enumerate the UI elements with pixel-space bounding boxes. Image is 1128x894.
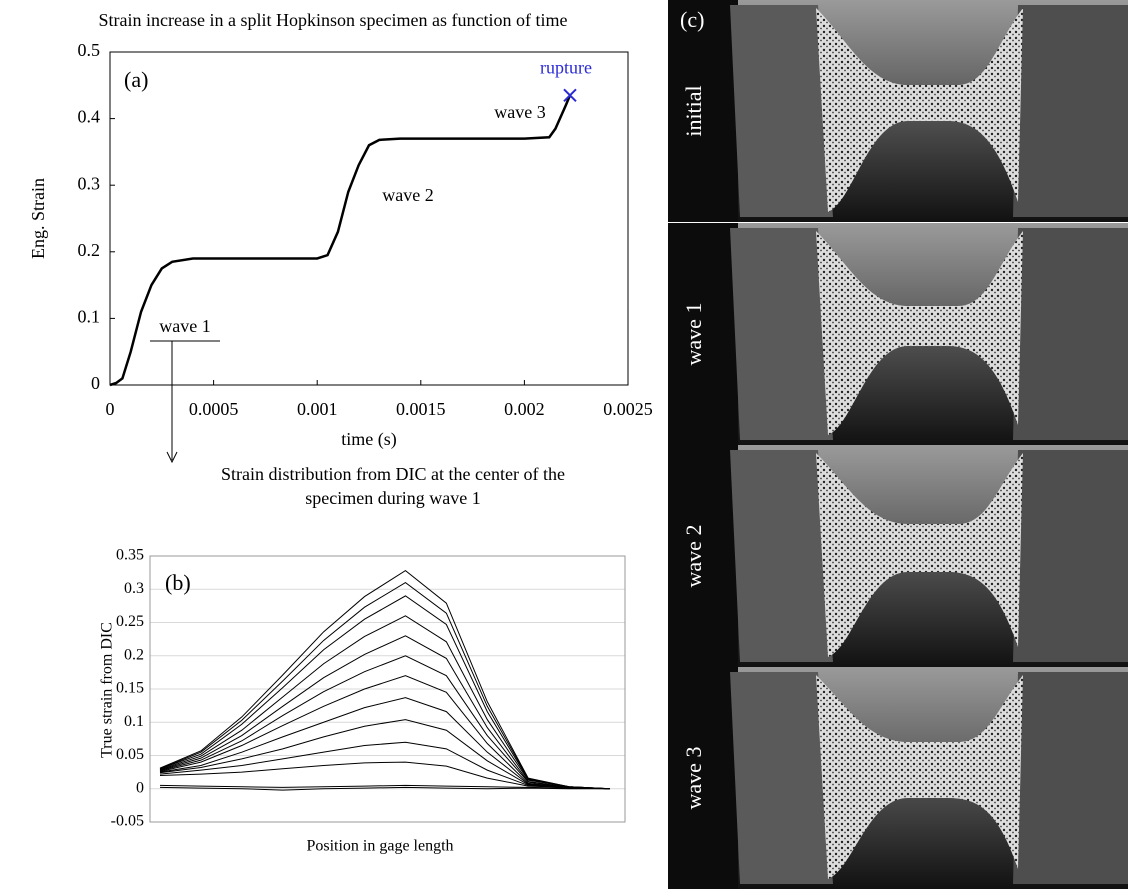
line (159, 784, 611, 790)
specimen-grip (1013, 5, 1128, 217)
wave-1-pointer (150, 340, 220, 464)
photo-frame-edge (668, 0, 738, 222)
y-axis-label: True strain from DIC (99, 622, 116, 758)
annotation: wave 3 (494, 102, 545, 122)
specimen-gauge (816, 231, 1023, 435)
y-tick-label: 0.3 (124, 580, 144, 597)
line (159, 741, 611, 790)
y-tick-label: 0.1 (124, 713, 144, 730)
y-tick-label: 0 (91, 373, 100, 393)
line (159, 655, 611, 790)
specimen-grip (730, 450, 833, 662)
y-tick-label: 0 (136, 779, 144, 796)
x-tick-label: 0.0015 (396, 399, 446, 419)
annotation: wave 1 (159, 316, 210, 336)
line (159, 570, 611, 790)
line (159, 595, 611, 790)
plot-frame (109, 51, 629, 386)
line (109, 94, 572, 387)
y-tick-label: 0.4 (78, 107, 101, 127)
specimen-grip (730, 672, 833, 884)
y-tick-label: 0.3 (78, 173, 101, 193)
x-tick-label: 0.001 (297, 399, 338, 419)
chart-title: specimen during wave 1 (305, 488, 480, 508)
frame-label: wave 2 (681, 525, 706, 588)
photo-frame-edge (668, 667, 738, 889)
specimen-grip (1013, 672, 1128, 884)
frame-label: wave 3 (681, 747, 706, 810)
plot-frame (149, 555, 626, 823)
y-tick-label: 0.25 (116, 613, 144, 630)
y-tick-label: 0.2 (78, 240, 101, 260)
line (159, 761, 611, 790)
chart-title: Strain increase in a split Hopkinson spe… (99, 10, 568, 30)
panel-label: (b) (165, 570, 191, 595)
annotation: wave 2 (382, 185, 433, 205)
specimen-grip (730, 5, 833, 217)
photo-panel: initial wave 1 wave 2 wave 3 (c) (668, 0, 1128, 889)
specimen-grip (730, 228, 833, 440)
panel-label: (c) (680, 7, 704, 32)
photo-frame-edge (668, 223, 738, 445)
line (159, 675, 611, 790)
chart-title: Strain distribution from DIC at the cent… (221, 464, 565, 484)
line (159, 635, 611, 790)
y-tick-label: -0.05 (111, 813, 144, 830)
frame-label: initial (681, 85, 706, 136)
x-tick-label: 0.002 (504, 399, 545, 419)
specimen-grip (1013, 228, 1128, 440)
specimen-gauge (816, 675, 1023, 879)
y-tick-label: 0.5 (78, 40, 101, 60)
panel-label: (a) (124, 67, 148, 92)
line (159, 719, 611, 790)
photo-frame-edge (668, 445, 738, 667)
line (159, 581, 611, 790)
line (159, 786, 610, 791)
x-axis-label: Position in gage length (306, 838, 453, 855)
specimen-gauge (816, 8, 1023, 212)
annotation: rupture (540, 57, 592, 77)
line (159, 615, 611, 790)
x-axis-label: time (s) (341, 429, 397, 450)
x-tick-label: 0.0005 (189, 399, 239, 419)
y-tick-label: 0.2 (124, 646, 144, 663)
y-tick-label: 0.05 (116, 746, 144, 763)
specimen-grip (1013, 450, 1128, 662)
specimen-gauge (816, 453, 1023, 657)
x-tick-label: 0.0025 (603, 399, 653, 419)
y-axis-label: Eng. Strain (28, 178, 48, 259)
y-tick-label: 0.35 (116, 547, 144, 564)
frame-label: wave 1 (681, 303, 706, 366)
y-tick-label: 0.1 (78, 307, 101, 327)
x-tick-label: 0 (106, 399, 115, 419)
line (159, 697, 611, 790)
rupture-marker (563, 88, 577, 102)
y-tick-label: 0.15 (116, 680, 144, 697)
